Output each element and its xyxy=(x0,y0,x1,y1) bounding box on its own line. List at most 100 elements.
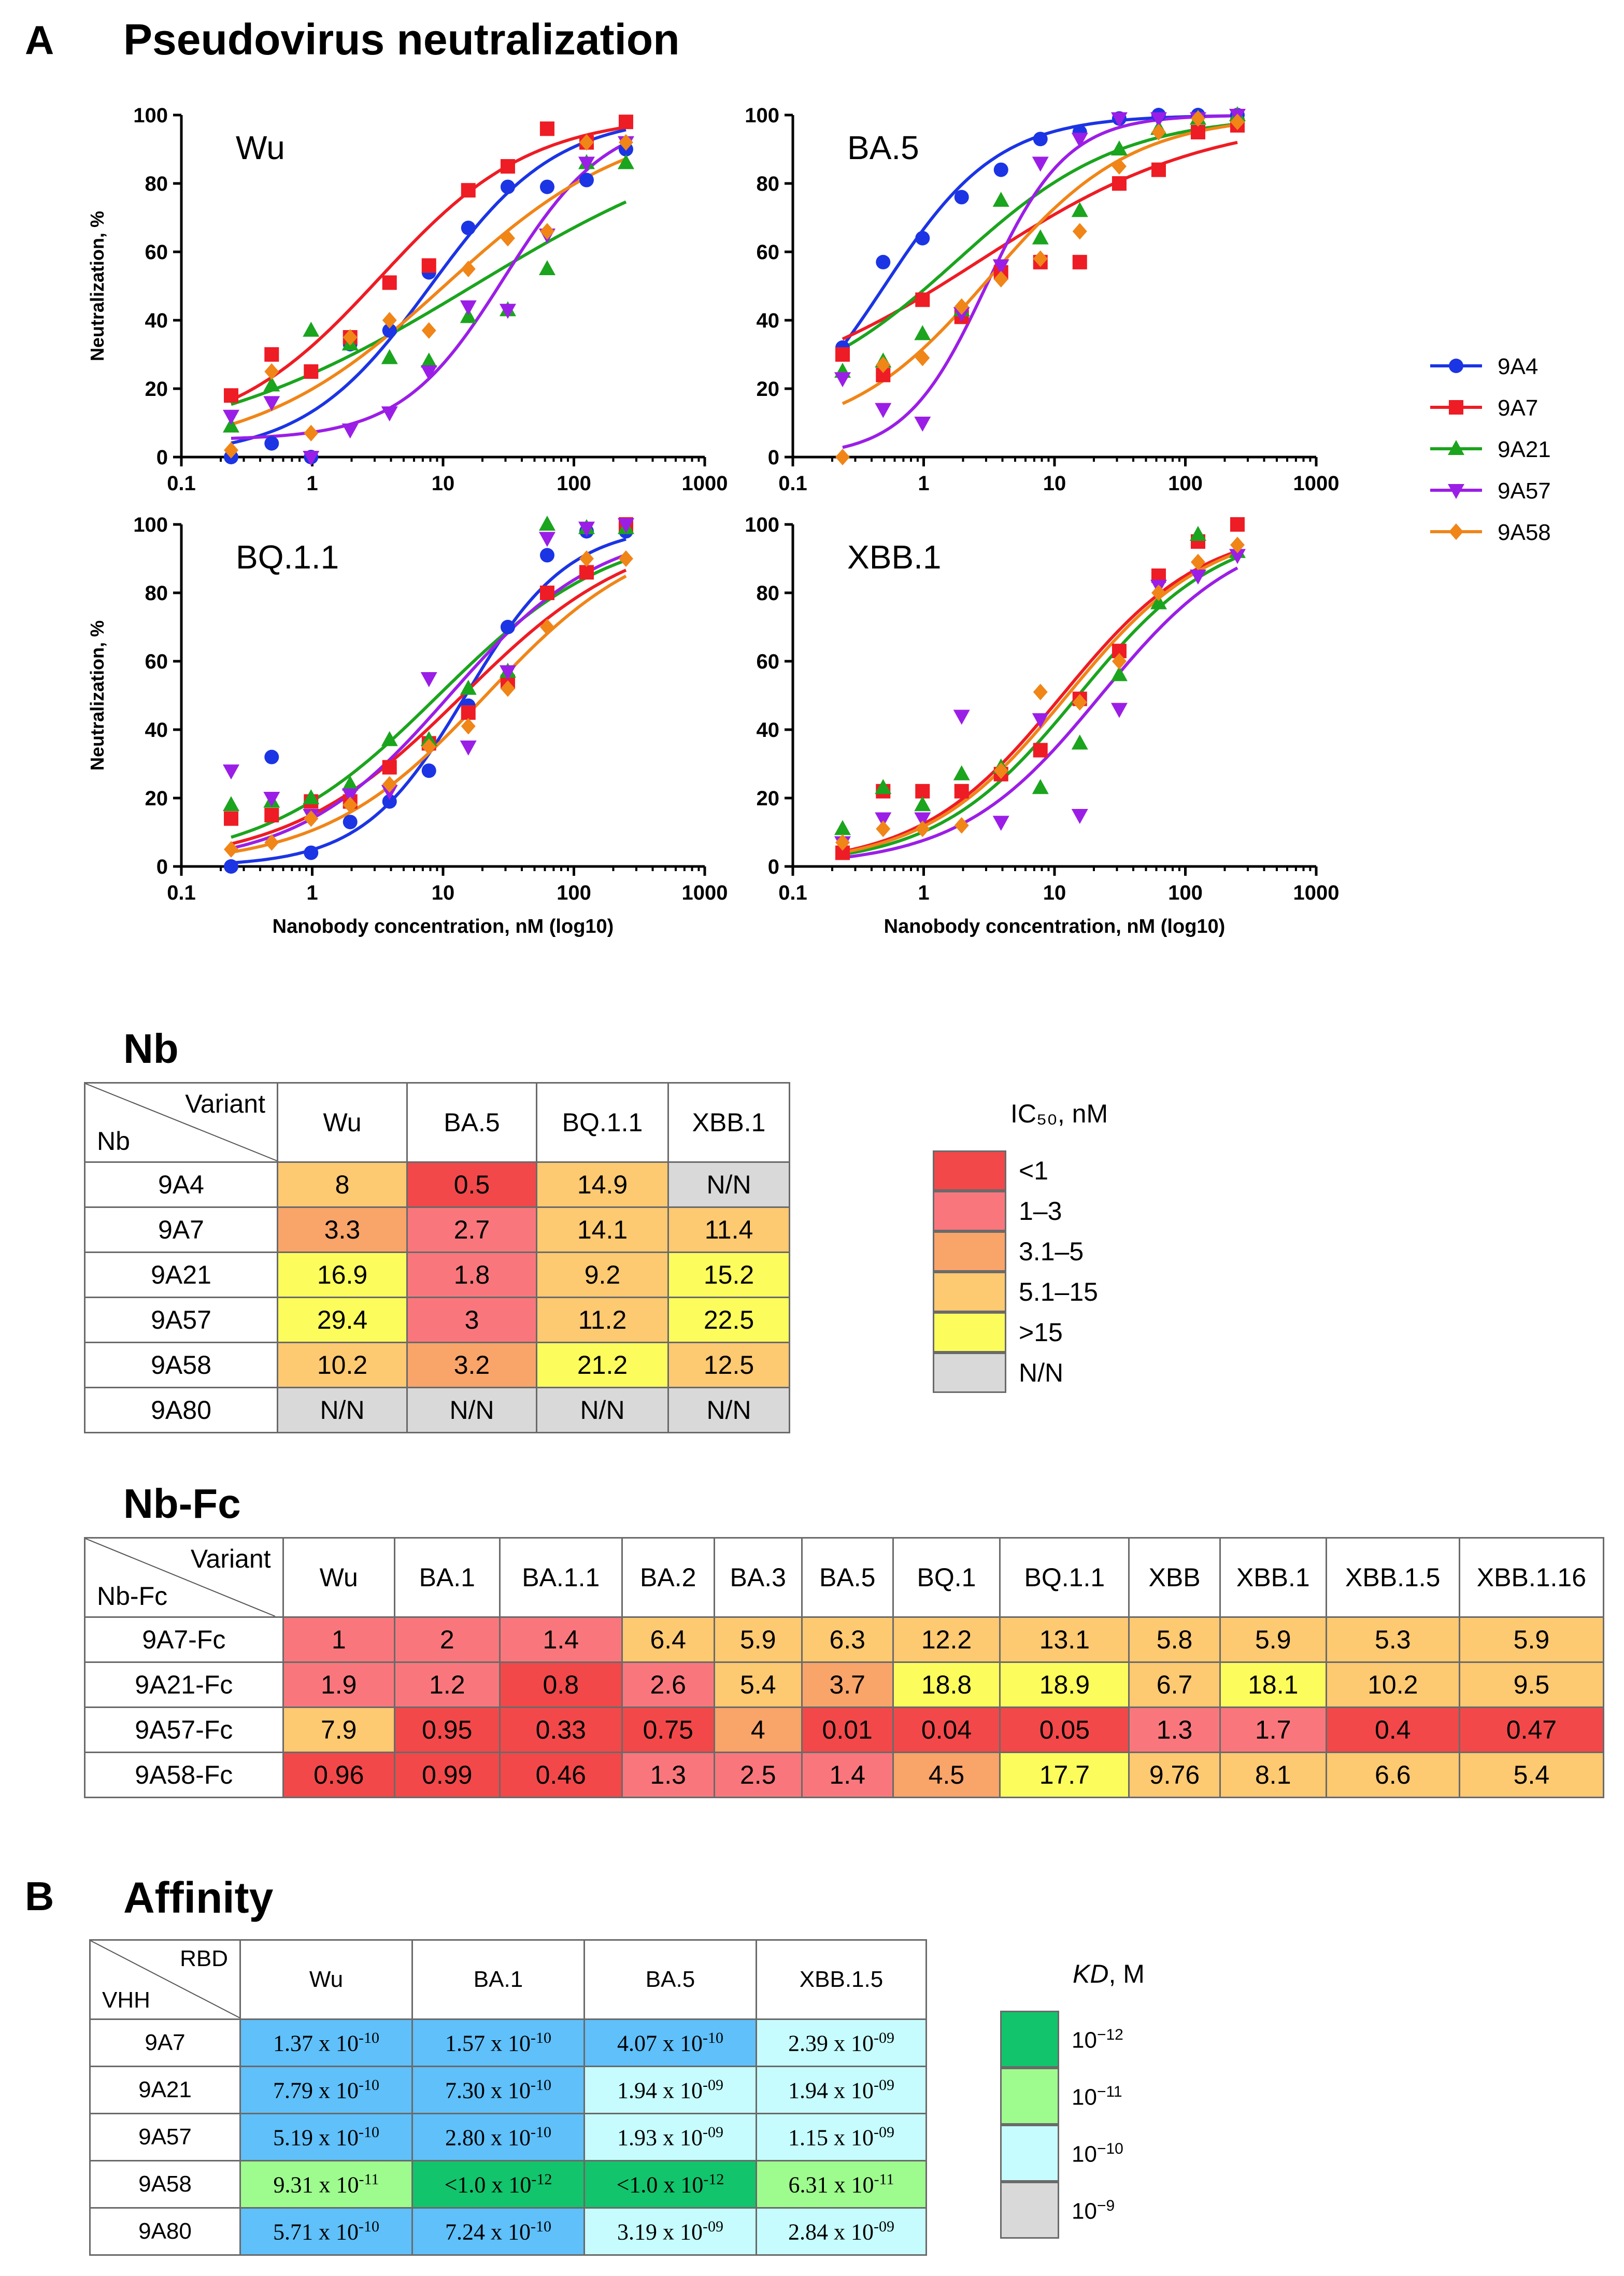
x-axis-label: Nanobody concentration, nM (log10) xyxy=(884,916,1226,937)
kd-mantissa: 7.79 x 10 xyxy=(273,2078,359,2103)
kd-mantissa: 1.93 x 10 xyxy=(617,2125,703,2151)
table-row: 9A7 1.37 x 10-10 1.57 x 10-10 4.07 x 10-10 2… xyxy=(89,2018,927,2067)
data-point-9a58 xyxy=(1230,536,1245,553)
chart-ba-5: 0 20 40 60 80 100 0.1 1 10 100 1000 BA.5 xyxy=(745,104,1339,495)
data-point-9a57 xyxy=(834,372,851,388)
ic50-cell: 0.33 xyxy=(498,1706,623,1753)
kd-cell: 2.80 x 10-10 xyxy=(411,2113,585,2161)
ic50-cell: 3.2 xyxy=(406,1342,537,1388)
data-point-9a4 xyxy=(382,794,397,809)
data-point-9a57 xyxy=(341,423,359,439)
y-tick-label: 0 xyxy=(156,446,168,469)
kd-cell: <1.0 x 10-12 xyxy=(583,2160,757,2209)
table-row: 9A57-Fc 7.9 0.95 0.33 0.75 4 0.01 0.04 0.05 1.3 1.… xyxy=(84,1706,1605,1753)
row-label: 9A21 xyxy=(89,2066,241,2114)
y-tick-label: 0 xyxy=(768,446,779,469)
legend-swatch xyxy=(933,1312,1006,1353)
legend-swatch xyxy=(1000,2125,1059,2182)
kd-exponent: -10 xyxy=(531,2217,551,2235)
column-header: XBB.1 xyxy=(667,1082,790,1163)
data-point-9a4 xyxy=(539,548,554,563)
data-point-9a21 xyxy=(460,679,477,695)
data-point-9a58 xyxy=(1072,223,1087,240)
nb-ic50-table: Variant Nb Wu BA.5 BQ.1.1 XBB.1 9A4 8 0.5 14.9 N/N… xyxy=(84,1082,790,1433)
column-header: BA.1 xyxy=(411,1939,585,2020)
corner-bottom-label: VHH xyxy=(102,1987,150,2013)
column-header: BA.3 xyxy=(713,1537,803,1618)
data-point-9a21 xyxy=(992,192,1009,207)
y-tick-label: 100 xyxy=(133,104,168,127)
legend-exponent: −9 xyxy=(1096,2197,1115,2214)
kd-cell: 1.57 x 10-10 xyxy=(411,2018,585,2067)
data-point-9a21 xyxy=(460,308,477,323)
table-row: 9A21 7.79 x 10-10 7.30 x 10-10 1.94 x 10-09… xyxy=(89,2066,927,2114)
data-point-9a57 xyxy=(1110,703,1128,718)
data-point-9a58 xyxy=(539,619,554,635)
ic50-cell: 1.8 xyxy=(406,1251,537,1298)
data-point-9a58 xyxy=(1112,653,1127,670)
kd-exponent: -09 xyxy=(874,2076,894,2094)
fit-curve-9a4 xyxy=(231,128,626,445)
y-tick-label: 100 xyxy=(745,104,779,127)
kd-legend-title: KD, M xyxy=(1073,1959,1145,1989)
fit-curve-9a58 xyxy=(231,157,627,426)
legend-label: 9A4 xyxy=(1498,354,1538,379)
data-point-9a7 xyxy=(1112,176,1127,191)
data-point-9a57 xyxy=(1150,112,1167,127)
x-tick-label: 0.1 xyxy=(778,881,807,904)
data-point-9a7 xyxy=(1033,743,1048,758)
data-point-9a7 xyxy=(915,784,930,799)
legend-label: 3.1–5 xyxy=(1019,1237,1084,1266)
ic50-cell: N/N xyxy=(667,1387,790,1433)
legend-label: <1 xyxy=(1019,1156,1049,1185)
y-tick-label: 40 xyxy=(145,719,168,742)
data-point-9a4 xyxy=(343,815,358,830)
corner-diagonal xyxy=(86,1084,276,1161)
x-tick-label: 10 xyxy=(1043,881,1066,904)
data-point-9a4 xyxy=(382,323,397,338)
data-point-9a7 xyxy=(1230,517,1245,532)
y-axis-label: Neutralization, % xyxy=(87,620,108,771)
ic50-legend-title: IC₅₀, nM xyxy=(1010,1099,1108,1128)
kd-cell: 5.71 x 10-10 xyxy=(239,2207,413,2256)
data-point-9a57 xyxy=(914,812,931,828)
kd-mantissa: 4.07 x 10 xyxy=(617,2030,703,2056)
table-row: 9A80 N/N N/N N/N N/N xyxy=(84,1387,790,1433)
ic50-cell: 8 xyxy=(277,1161,408,1208)
ic50-cell: 11.4 xyxy=(667,1206,790,1253)
data-point-9a57 xyxy=(303,451,320,466)
data-point-9a58 xyxy=(1033,250,1048,267)
kd-exponent: -09 xyxy=(874,2217,894,2235)
ic50-cell: 0.75 xyxy=(621,1706,715,1753)
x-tick-label: 1 xyxy=(918,472,929,495)
ic50-cell: 1.4 xyxy=(498,1616,623,1663)
table-row: 9A21-Fc 1.9 1.2 0.8 2.6 5.4 3.7 18.8 18.9 6.7 18.1… xyxy=(84,1661,1605,1708)
legend-label: N/N xyxy=(1019,1358,1064,1387)
legend-label: 10−10 xyxy=(1072,2140,1123,2168)
nbfc-ic50-table: Variant Nb-Fc Wu BA.1 BA.1.1 BA.2 BA.3 BA.5 BQ.1… xyxy=(84,1537,1605,1798)
data-point-9a7 xyxy=(1151,162,1166,177)
legend-base: 10 xyxy=(1072,2141,1097,2167)
ic50-cell: 29.4 xyxy=(277,1297,408,1343)
data-point-9a57 xyxy=(875,812,892,828)
kd-mantissa: 5.19 x 10 xyxy=(273,2125,359,2151)
data-point-9a57 xyxy=(953,709,970,725)
data-point-9a4 xyxy=(876,254,891,269)
data-point-9a4 xyxy=(264,436,279,451)
kd-mantissa: 1.37 x 10 xyxy=(273,2030,359,2056)
kd-cell: 6.31 x 10-11 xyxy=(756,2160,927,2209)
chart-xbb-1: 0 20 40 60 80 100 0.1 1 10 100 1000 XBB.1 Nanobody c… xyxy=(745,514,1339,937)
ic50-cell: 3.3 xyxy=(277,1206,408,1253)
data-point-9a7 xyxy=(579,565,594,580)
column-header: BA.1 xyxy=(393,1537,501,1618)
legend-swatch xyxy=(933,1272,1006,1312)
data-point-9a21 xyxy=(1032,779,1049,794)
kd-exponent: -09 xyxy=(703,2123,723,2141)
row-label: 9A21-Fc xyxy=(84,1661,284,1708)
data-point-9a4 xyxy=(461,220,476,235)
corner-bottom-label: Nb-Fc xyxy=(97,1582,168,1611)
fit-curve-9a21 xyxy=(842,122,1238,350)
ic50-cell: 18.8 xyxy=(892,1661,1001,1708)
legend-label: 9A21 xyxy=(1498,437,1551,462)
table-row: 9A57 29.4 3 11.2 22.5 xyxy=(84,1297,790,1343)
